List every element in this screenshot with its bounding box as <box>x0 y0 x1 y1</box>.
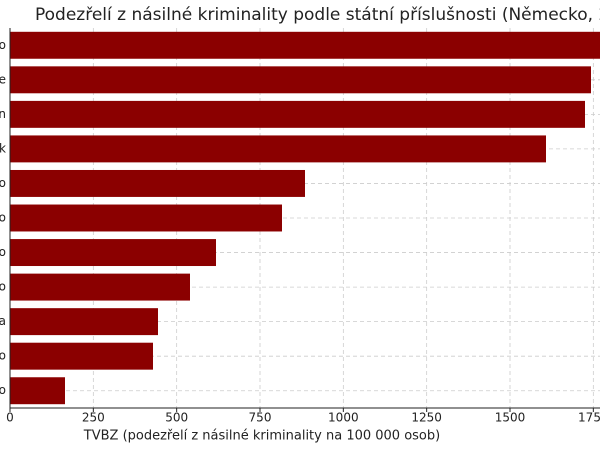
x-tick-label: 1750 <box>578 411 600 425</box>
y-tick-label: o <box>0 349 6 363</box>
bar <box>10 342 153 370</box>
y-tick-label: o <box>0 280 6 294</box>
y-tick-label: o <box>0 211 6 225</box>
x-tick-label: 1250 <box>411 411 442 425</box>
bar <box>10 31 600 59</box>
chart-title: Podezřelí z násilné kriminality podle st… <box>35 5 600 25</box>
x-axis-label: TVBZ (podezřelí z násilné kriminality na… <box>83 429 440 444</box>
bar <box>10 135 546 163</box>
x-tick-label: 250 <box>82 411 105 425</box>
bar <box>10 273 190 301</box>
y-tick-label: o <box>0 383 6 397</box>
bar <box>10 100 585 128</box>
bar <box>10 239 216 267</box>
bars <box>10 31 600 405</box>
bar <box>10 66 591 94</box>
y-tick-label: e <box>0 72 6 86</box>
bar <box>10 169 305 197</box>
x-tick-label: 500 <box>165 411 188 425</box>
x-tick-label: 1000 <box>328 411 359 425</box>
x-tick-label: 1500 <box>495 411 526 425</box>
y-tick-label: o <box>0 38 6 52</box>
y-tick-label: o <box>0 176 6 190</box>
bar <box>10 377 65 405</box>
y-tick-label: n <box>0 107 6 121</box>
y-tick-label: k <box>0 141 6 155</box>
x-tick-label: 750 <box>249 411 272 425</box>
bar <box>10 308 158 336</box>
y-tick-label: a <box>0 314 6 328</box>
bar <box>10 204 282 232</box>
y-tick-label: o <box>0 245 6 259</box>
x-tick-label: 0 <box>6 411 14 425</box>
